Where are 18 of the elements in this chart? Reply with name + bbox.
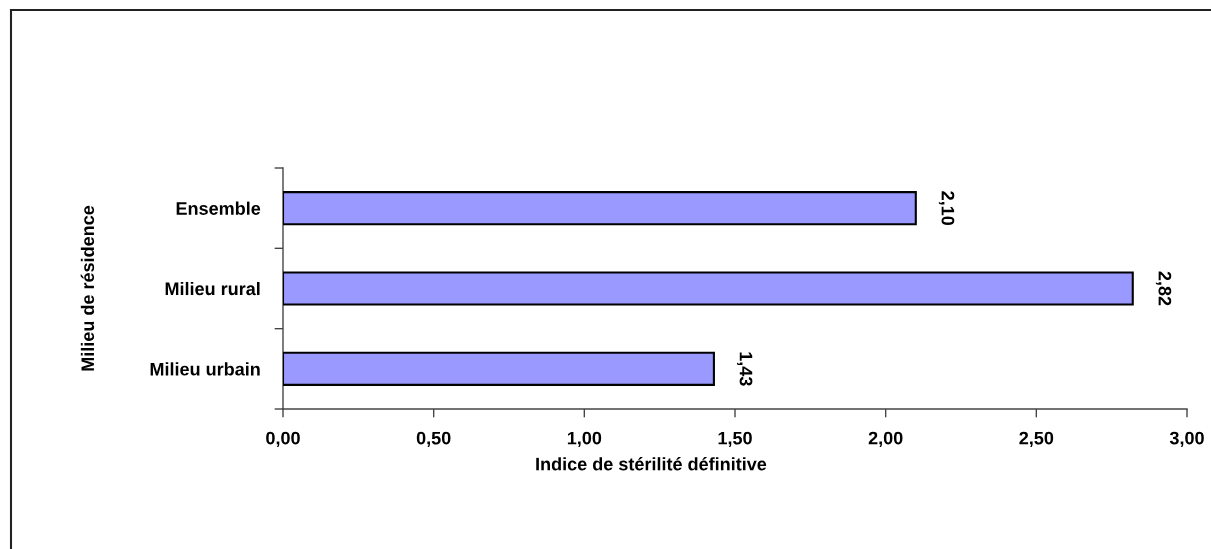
x-axis-title: Indice de stérilité définitive (536, 457, 767, 471)
data-label: 1,43 (737, 352, 753, 386)
x-tick-label: 2,50 (1019, 431, 1054, 448)
y-tick-label: Milieu urbain (150, 362, 260, 376)
x-tick-label: 2,00 (868, 431, 903, 448)
x-tick-label: 0,00 (266, 431, 300, 448)
y-axis-title: Milieu de résidence (80, 205, 95, 371)
x-tick-label: 0,50 (416, 431, 451, 448)
x-tick-label: 3,00 (1169, 431, 1204, 448)
bar (283, 271, 1134, 306)
bar (283, 351, 715, 386)
x-tick-label: 1,50 (718, 431, 752, 448)
x-tick-label: 1,00 (567, 431, 602, 448)
data-label: 2,82 (1155, 271, 1172, 306)
data-label: 2,10 (938, 191, 955, 225)
y-tick-label: Milieu rural (165, 281, 260, 296)
y-tick-label: Ensemble (176, 201, 261, 215)
bar (283, 191, 917, 226)
